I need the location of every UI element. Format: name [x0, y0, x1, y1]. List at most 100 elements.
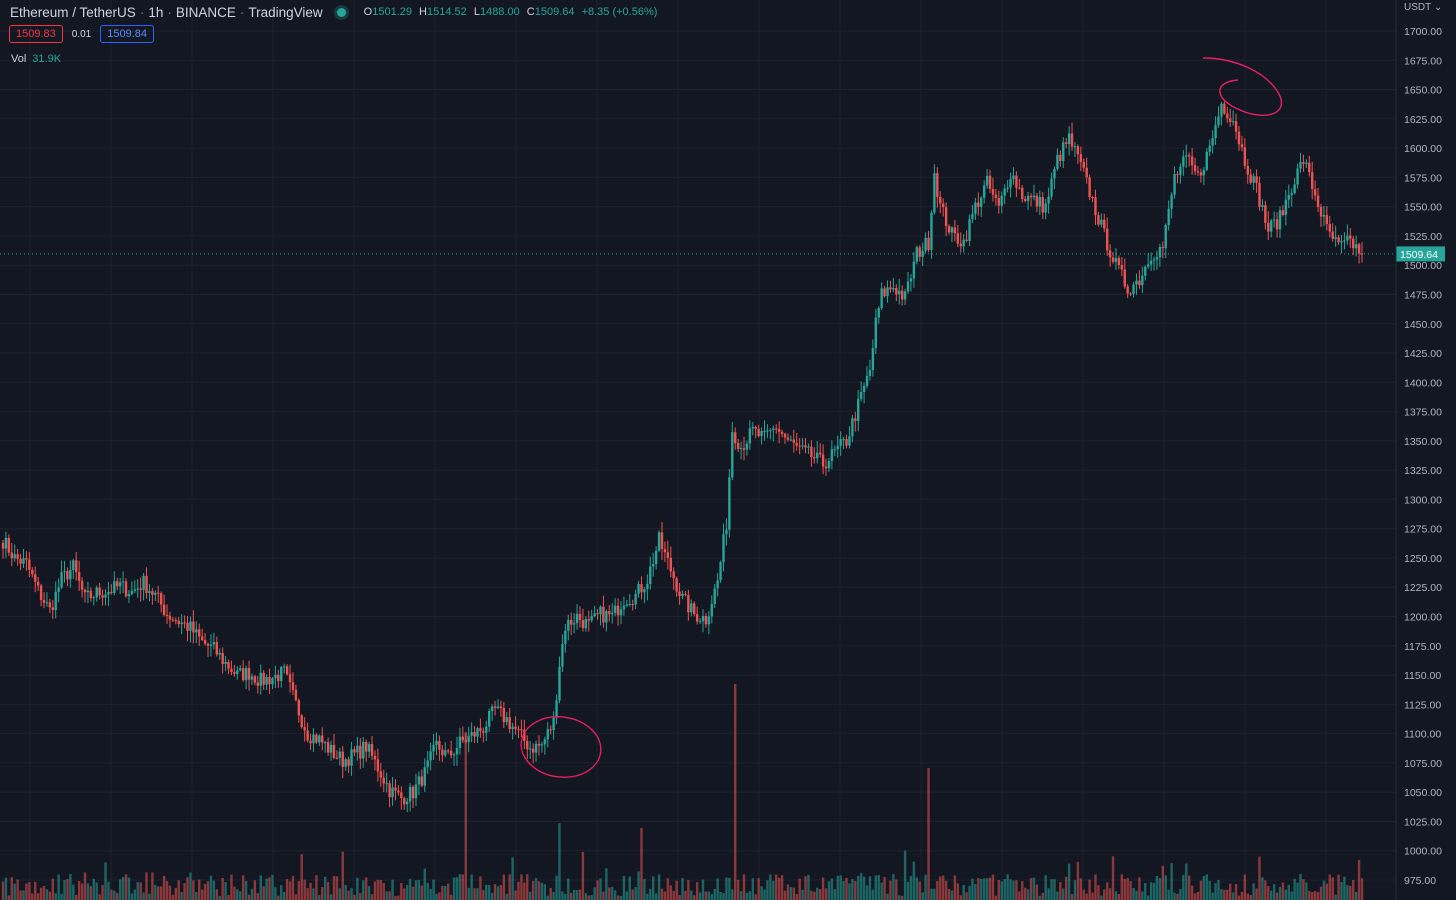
- volume-bar: [362, 880, 365, 900]
- candle-body: [449, 750, 453, 756]
- volume-bar: [1144, 883, 1147, 900]
- candle-body: [39, 585, 43, 600]
- volume-bar: [400, 882, 403, 900]
- candle-body: [944, 207, 948, 227]
- candle-body: [1158, 246, 1162, 258]
- candle-body: [1138, 280, 1141, 286]
- volume-bar: [1346, 885, 1349, 900]
- candle-body: [338, 751, 342, 758]
- candle-body: [649, 566, 652, 584]
- candle-body: [1281, 210, 1285, 215]
- volume-bar: [1023, 887, 1027, 900]
- candle-body: [1193, 165, 1197, 172]
- candle-body: [145, 575, 148, 594]
- volume-bar: [845, 877, 848, 900]
- volume-bar: [60, 893, 63, 900]
- volume-bar: [1196, 891, 1200, 900]
- volume-bar: [236, 889, 239, 900]
- volume-bar: [625, 891, 629, 900]
- volume-bar: [695, 882, 699, 900]
- candle-body: [80, 580, 84, 590]
- volume-bar: [789, 887, 793, 900]
- y-tick-label: 1350.00: [1404, 436, 1442, 448]
- volume-bar: [549, 887, 552, 900]
- candle-body: [1234, 121, 1238, 132]
- volume-bar: [526, 874, 529, 900]
- close-value: 1509.64: [534, 6, 575, 18]
- volume-bar: [10, 877, 13, 900]
- y-tick-label: 1375.00: [1404, 407, 1442, 419]
- candle-body: [329, 744, 333, 753]
- buy-button[interactable]: 1509.84: [100, 25, 154, 43]
- candle-body: [1167, 208, 1170, 226]
- candle-body: [36, 581, 40, 586]
- volume-bar: [757, 878, 760, 900]
- volume-bar: [947, 888, 951, 900]
- bottom-circle-annotation: [520, 716, 602, 778]
- candle-body: [306, 730, 309, 741]
- candle-body: [1352, 238, 1355, 249]
- y-tick-label: 1100.00: [1404, 729, 1441, 741]
- volume-bar: [136, 882, 139, 900]
- candle-body: [537, 743, 541, 746]
- volume-bar: [22, 890, 25, 900]
- candle-body: [1018, 187, 1021, 189]
- candle-body: [479, 728, 482, 732]
- volume-bar: [1275, 892, 1279, 900]
- candle-body: [1015, 175, 1018, 188]
- volume-bar: [1261, 877, 1264, 900]
- candle-body: [675, 578, 678, 592]
- candle-body: [704, 616, 708, 625]
- volume-bar: [31, 893, 34, 900]
- volume-bar: [77, 881, 81, 900]
- candle-body: [394, 787, 397, 791]
- low-value: 1488.00: [479, 6, 520, 18]
- candle-body: [549, 729, 552, 731]
- volume-bar: [1029, 878, 1033, 900]
- volume-bar: [865, 885, 869, 900]
- symbol-name[interactable]: Ethereum / TetherUS: [10, 4, 136, 20]
- y-tick-label: 1075.00: [1404, 758, 1442, 770]
- volume-bar: [323, 876, 327, 900]
- candle-body: [192, 621, 195, 633]
- y-tick-label: 1425.00: [1404, 348, 1442, 360]
- volume-bar: [1208, 880, 1211, 900]
- candle-body: [1284, 199, 1288, 215]
- sell-button[interactable]: 1509.83: [9, 25, 63, 43]
- candle-body: [432, 744, 435, 752]
- volume-bar: [555, 875, 558, 900]
- candle-body: [1141, 275, 1144, 286]
- candle-body: [956, 233, 960, 244]
- volume-bar: [45, 889, 49, 900]
- volume-bar: [1278, 886, 1282, 900]
- candle-body: [933, 173, 936, 213]
- candle-body: [695, 614, 699, 622]
- candle-body: [1047, 196, 1050, 204]
- candle-body: [613, 605, 617, 613]
- volume-bar: [467, 887, 470, 900]
- volume-bar: [479, 876, 482, 900]
- candle-body: [485, 726, 488, 733]
- interval-label[interactable]: 1h: [148, 4, 164, 20]
- volume-bar: [854, 880, 857, 900]
- volume-bar: [936, 881, 939, 900]
- volume-bar: [783, 890, 787, 900]
- candle-body: [1217, 116, 1220, 126]
- currency-selector[interactable]: USDT ⌄: [1404, 2, 1443, 13]
- candle-body: [45, 602, 49, 604]
- candle-body: [693, 603, 696, 615]
- volume-bar: [1308, 890, 1311, 900]
- volume-bar: [1217, 879, 1220, 900]
- volume-bar: [886, 893, 889, 900]
- volume-bar: [148, 893, 151, 900]
- candle-body: [271, 678, 274, 685]
- volume-bar: [203, 883, 207, 900]
- candle-body: [572, 623, 576, 625]
- volume-bar: [552, 891, 555, 900]
- volume-bar: [528, 891, 532, 900]
- volume-bar: [382, 883, 385, 900]
- candle-body: [452, 754, 456, 756]
- volume-bar: [470, 874, 473, 900]
- candle-body: [321, 735, 324, 743]
